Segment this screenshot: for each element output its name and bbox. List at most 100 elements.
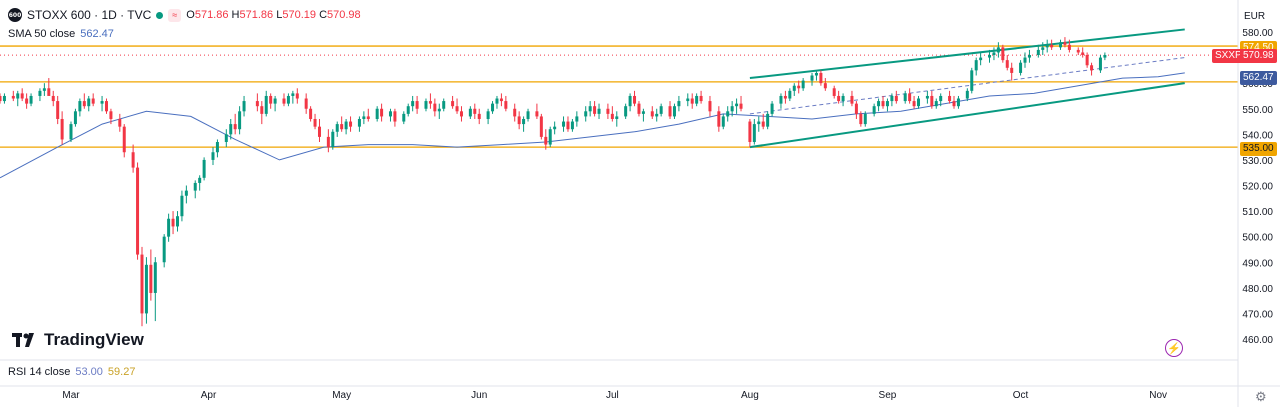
- candle-body[interactable]: [823, 83, 827, 89]
- candle-body[interactable]: [455, 106, 459, 112]
- candle-body[interactable]: [939, 95, 943, 102]
- candle-body[interactable]: [1036, 49, 1040, 56]
- tradingview-logo[interactable]: TradingView: [12, 330, 144, 350]
- candle-body[interactable]: [242, 101, 246, 112]
- candle-body[interactable]: [854, 103, 858, 114]
- candle-body[interactable]: [282, 98, 286, 104]
- candle-body[interactable]: [566, 121, 570, 130]
- settings-gear-icon[interactable]: ⚙: [1255, 389, 1267, 404]
- candle-body[interactable]: [175, 216, 179, 227]
- candle-body[interactable]: [402, 113, 406, 122]
- candle-body[interactable]: [304, 98, 308, 109]
- candle-body[interactable]: [1076, 49, 1080, 53]
- candle-body[interactable]: [0, 95, 2, 102]
- candle-body[interactable]: [708, 101, 712, 112]
- candle-body[interactable]: [349, 121, 353, 127]
- candle-body[interactable]: [1063, 42, 1067, 45]
- candle-body[interactable]: [655, 113, 659, 117]
- candle-body[interactable]: [1045, 44, 1049, 48]
- candle-body[interactable]: [109, 111, 113, 119]
- wave-icon[interactable]: ≈: [168, 8, 182, 22]
- candle-body[interactable]: [726, 111, 730, 117]
- candle-body[interactable]: [837, 95, 841, 102]
- candle-body[interactable]: [100, 101, 104, 104]
- candle-body[interactable]: [735, 103, 739, 107]
- candle-body[interactable]: [313, 118, 317, 127]
- candle-body[interactable]: [988, 55, 992, 58]
- candle-body[interactable]: [87, 98, 91, 107]
- candle-body[interactable]: [695, 95, 699, 104]
- candle-body[interactable]: [801, 80, 805, 89]
- candle-body[interactable]: [167, 218, 171, 237]
- candle-body[interactable]: [415, 101, 419, 109]
- candle-body[interactable]: [136, 167, 140, 255]
- candle-body[interactable]: [970, 70, 974, 91]
- candle-body[interactable]: [885, 101, 889, 107]
- candle-body[interactable]: [362, 116, 366, 119]
- candle-body[interactable]: [202, 159, 206, 178]
- candle-body[interactable]: [624, 106, 628, 117]
- candle-body[interactable]: [198, 177, 202, 183]
- candle-body[interactable]: [1010, 67, 1014, 73]
- candle-body[interactable]: [1019, 62, 1023, 73]
- candle-body[interactable]: [255, 101, 259, 107]
- candle-body[interactable]: [792, 85, 796, 91]
- candle-body[interactable]: [814, 72, 818, 76]
- candle-body[interactable]: [877, 101, 881, 107]
- candle-body[interactable]: [428, 101, 432, 104]
- candle-body[interactable]: [357, 118, 361, 127]
- candle-body[interactable]: [56, 101, 60, 119]
- candle-body[interactable]: [917, 98, 921, 107]
- currency-label[interactable]: EUR: [1244, 11, 1266, 22]
- candle-body[interactable]: [131, 152, 135, 168]
- candle-body[interactable]: [956, 98, 960, 107]
- candle-body[interactable]: [331, 131, 335, 148]
- candle-body[interactable]: [335, 124, 339, 132]
- candle-body[interactable]: [974, 60, 978, 71]
- candle-body[interactable]: [380, 108, 384, 117]
- candle-body[interactable]: [779, 95, 783, 104]
- candle-body[interactable]: [650, 111, 654, 117]
- candle-body[interactable]: [91, 98, 95, 104]
- candle-body[interactable]: [344, 121, 348, 130]
- candle-body[interactable]: [748, 121, 752, 143]
- candle-body[interactable]: [783, 95, 787, 99]
- candle-body[interactable]: [721, 116, 725, 127]
- candle-body[interactable]: [233, 124, 237, 130]
- candle-body[interactable]: [522, 118, 526, 125]
- candle-body[interactable]: [16, 93, 20, 99]
- candle-body[interactable]: [473, 108, 477, 114]
- candle-body[interactable]: [606, 108, 610, 114]
- candle-body[interactable]: [526, 111, 530, 119]
- candle-body[interactable]: [677, 101, 681, 107]
- candle-body[interactable]: [495, 98, 499, 104]
- candle-body[interactable]: [340, 124, 344, 130]
- candle-body[interactable]: [832, 88, 836, 96]
- candle-body[interactable]: [442, 101, 446, 109]
- candle-body[interactable]: [1059, 42, 1063, 48]
- candle-body[interactable]: [992, 52, 996, 56]
- candle-body[interactable]: [38, 90, 42, 96]
- candle-body[interactable]: [615, 116, 619, 119]
- candle-body[interactable]: [672, 106, 676, 117]
- candle-body[interactable]: [535, 111, 539, 117]
- candle-body[interactable]: [162, 236, 166, 263]
- candle-body[interactable]: [872, 106, 876, 114]
- candle-body[interactable]: [211, 152, 215, 160]
- candle-body[interactable]: [513, 108, 517, 117]
- candle-body[interactable]: [894, 95, 898, 102]
- candle-body[interactable]: [184, 190, 188, 196]
- candle-body[interactable]: [739, 103, 743, 109]
- candle-body[interactable]: [459, 111, 463, 117]
- candle-body[interactable]: [863, 113, 867, 125]
- candle-body[interactable]: [797, 85, 801, 89]
- candle-body[interactable]: [499, 98, 503, 102]
- candle-body[interactable]: [850, 95, 854, 104]
- candle-body[interactable]: [486, 111, 490, 119]
- candle-body[interactable]: [51, 95, 55, 102]
- candle-body[interactable]: [260, 106, 264, 114]
- candle-body[interactable]: [890, 95, 894, 102]
- candle-body[interactable]: [366, 116, 370, 119]
- candle-body[interactable]: [996, 47, 1000, 53]
